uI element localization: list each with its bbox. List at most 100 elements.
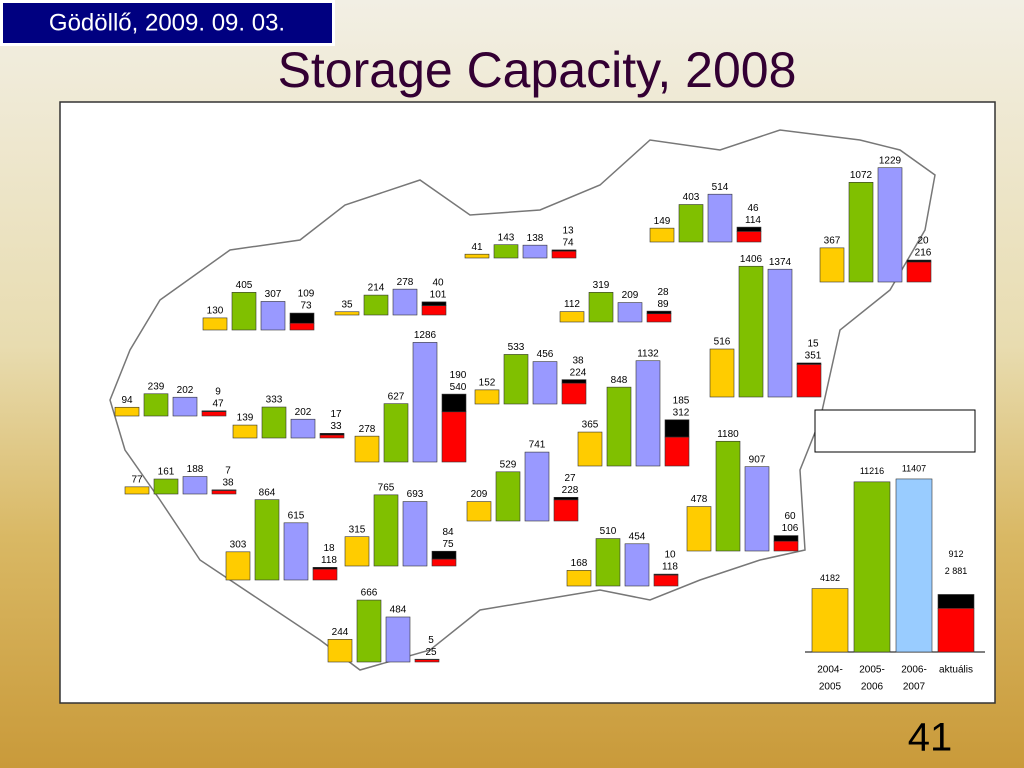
map-stack-bar [201, 410, 227, 412]
map-value-label: 848 [611, 375, 628, 386]
map-value-label: 214 [368, 283, 385, 294]
map-value-label: 224 [570, 367, 587, 378]
map-value-label: 47 [212, 398, 224, 409]
map-value-label: 516 [714, 337, 731, 348]
map-value-label: 1374 [769, 257, 792, 268]
map-stack-bar [653, 573, 679, 576]
map-bar [383, 403, 409, 463]
map-value-label: 149 [654, 216, 671, 227]
map-bar [354, 435, 380, 463]
map-bar [744, 466, 770, 552]
map-value-label: 312 [673, 407, 690, 418]
map-bar [566, 570, 592, 587]
map-value-label: 74 [562, 238, 574, 249]
map-bar [232, 424, 258, 439]
map-stack-bar [431, 550, 457, 560]
map-bar [588, 292, 614, 323]
map-value-label: 13 [562, 226, 574, 237]
map-stack-bar [906, 259, 932, 263]
map-stack-bar [664, 419, 690, 438]
map-bar [260, 301, 286, 331]
map-bar [635, 360, 661, 467]
map-value-label: 456 [537, 349, 554, 360]
map-bar [402, 501, 428, 567]
x-tick-label: 2006- [901, 665, 927, 676]
map-value-label: 27 [564, 473, 576, 484]
x-tick-label: aktuális [939, 665, 973, 676]
map-bar [363, 294, 389, 316]
map-value-label: 510 [600, 526, 617, 537]
map-bar [715, 440, 741, 552]
map-bar [624, 543, 650, 587]
map-bar [327, 639, 353, 663]
map-bar [231, 292, 257, 331]
map-stack-bar [796, 362, 822, 365]
stack-bar [937, 607, 975, 653]
map-value-label: 454 [629, 531, 646, 542]
bar [895, 478, 933, 653]
map-value-label: 514 [712, 182, 729, 193]
map-value-label: 130 [207, 306, 224, 317]
map-value-label: 209 [622, 290, 639, 301]
map-value-label: 1180 [717, 429, 739, 440]
map-value-label: 75 [442, 539, 454, 550]
map-value-label: 1132 [637, 348, 659, 359]
map-stack-bar [441, 393, 467, 413]
map-bar [283, 522, 309, 581]
x-tick-label: 2004- [817, 665, 843, 676]
map-bar [767, 268, 793, 398]
map-bar [114, 406, 140, 417]
legend-box [814, 409, 976, 453]
map-stack-bar [646, 313, 672, 323]
map-value-label: 18 [323, 543, 335, 554]
page-number: 41 [908, 716, 953, 760]
map-value-label: 403 [683, 192, 700, 203]
map-stack-bar [211, 489, 237, 491]
map-value-label: 118 [321, 555, 337, 566]
map-value-label: 33 [330, 421, 342, 432]
map-stack-bar [441, 411, 467, 463]
map-value-label: 666 [361, 588, 378, 599]
map-value-label: 15 [807, 339, 819, 350]
map-value-label: 161 [158, 467, 175, 478]
map-value-label: 94 [121, 395, 133, 406]
map-value-label: 41 [471, 242, 483, 253]
map-value-label: 118 [662, 562, 678, 573]
map-value-label: 765 [378, 482, 395, 493]
map-stack-bar [289, 322, 315, 331]
map-bar [819, 247, 845, 283]
map-bar [344, 536, 370, 567]
map-value-label: 138 [527, 233, 544, 244]
map-stack-bar [664, 436, 690, 467]
x-tick-label: 2007 [903, 682, 926, 693]
map-value-label: 38 [572, 355, 584, 366]
map-value-label: 907 [749, 454, 766, 465]
map-value-label: 101 [430, 290, 447, 301]
date-box [3, 3, 332, 43]
value-label: 2 881 [945, 566, 968, 576]
map-bar [686, 506, 712, 552]
map-value-label: 9 [215, 386, 221, 397]
bar [811, 588, 849, 653]
map-value-label: 89 [657, 299, 669, 310]
map-value-label: 209 [471, 489, 488, 500]
map-bar [124, 486, 150, 495]
map-value-label: 319 [593, 280, 610, 291]
map-stack-bar [736, 226, 762, 232]
x-tick-label: 2005- [859, 665, 885, 676]
map-value-label: 693 [407, 489, 424, 500]
value-label: 4182 [820, 573, 840, 583]
map-value-label: 405 [236, 280, 253, 291]
map-stack-bar [312, 568, 338, 581]
map-value-label: 1286 [414, 330, 437, 341]
map-stack-bar [551, 249, 577, 252]
map-value-label: 60 [784, 511, 796, 522]
map-value-label: 139 [237, 413, 254, 424]
map-value-label: 190 [450, 370, 467, 381]
map-value-label: 109 [298, 289, 315, 300]
map-stack-bar [773, 535, 799, 542]
map-bar [261, 406, 287, 439]
map-value-label: 202 [295, 407, 312, 418]
map-value-label: 478 [691, 494, 708, 505]
map-value-label: 20 [917, 236, 929, 247]
